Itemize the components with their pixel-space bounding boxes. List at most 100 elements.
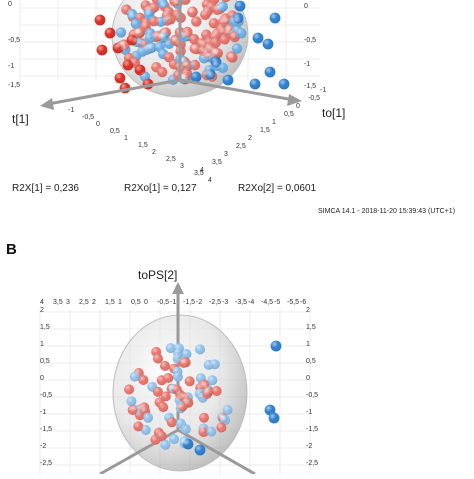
software-footer: SIMCA 14.1 - 2018-11-20 15:39:43 (UTC+1) <box>318 208 455 215</box>
x1-tick-label: -0,5 <box>82 114 94 121</box>
x2-tick-label: 3,5 <box>212 159 222 166</box>
z-tick-label: 0 <box>8 1 12 8</box>
axis-label-to1: to[1] <box>322 106 345 120</box>
z-tick-label: -1 <box>8 63 14 70</box>
point-shade <box>265 67 276 78</box>
point-shade <box>138 375 148 385</box>
x2-tick-label: 1 <box>272 119 276 126</box>
z-tick-label: 0,5 <box>40 358 50 365</box>
point-shade <box>201 30 211 40</box>
point-shade <box>144 9 154 19</box>
z-tick-label: -1 <box>304 61 310 68</box>
z-tick-label: 1 <box>306 341 310 348</box>
point-shade <box>216 423 226 433</box>
point-shade <box>153 354 163 364</box>
panel-label-b: B <box>6 241 17 258</box>
panel-a-points <box>95 0 290 93</box>
point-shade <box>204 360 214 370</box>
point-shade <box>223 405 233 415</box>
point-shade <box>135 65 146 76</box>
point-shade <box>203 6 213 16</box>
z-tick-label: -1,5 <box>306 426 318 433</box>
x2-tick-label: 0 <box>296 103 300 110</box>
stat-r2x-1: R2X[1] = 0,236 <box>12 183 79 194</box>
z-tick-label: -1,5 <box>304 83 316 90</box>
point-shade <box>235 1 246 12</box>
z-tick-label: -2 <box>306 443 312 450</box>
x2-tick-label: 2 <box>248 135 252 142</box>
x-tick-label: 2 <box>92 299 96 306</box>
z-tick-label: -2 <box>40 443 46 450</box>
x-tick-label: 4 <box>40 299 44 306</box>
point-shade <box>128 405 138 415</box>
point-shade <box>191 16 201 26</box>
x1-tick-label: 2,5 <box>166 156 176 163</box>
point-shade <box>131 19 141 29</box>
point-shade <box>130 372 140 382</box>
point-shade <box>163 373 173 383</box>
point-shade <box>105 28 116 39</box>
point-shade <box>182 27 192 37</box>
point-shade <box>143 413 153 423</box>
x1-tick-label: 2 <box>152 149 156 156</box>
x-tick-label: -5 <box>274 299 280 306</box>
z-tick-label: 2 <box>306 307 310 314</box>
point-shade <box>183 439 194 450</box>
point-shade <box>173 367 183 377</box>
x-tick-label: -2,5 <box>209 299 221 306</box>
x-tick-label: -6 <box>300 299 306 306</box>
point-shade <box>271 341 282 352</box>
axis-label-tops2: toPS[2] <box>138 268 177 282</box>
x2-tick-label: 0,5 <box>284 111 294 118</box>
point-shade <box>199 380 209 390</box>
point-shade <box>157 67 167 77</box>
x2-tick-label: -1 <box>320 87 326 94</box>
z-tick-label: -2,5 <box>306 460 318 467</box>
x-tick-label: 3 <box>66 299 70 306</box>
z-tick-label: 0 <box>306 375 310 382</box>
point-shade <box>123 60 134 71</box>
x-tick-label: 2,5 <box>79 299 89 306</box>
point-shade <box>232 43 242 53</box>
point-shade <box>233 13 244 24</box>
z-tick-label: 1,5 <box>306 324 316 331</box>
z-tick-label: 2 <box>40 307 44 314</box>
point-shade <box>206 427 216 437</box>
x1-tick-label: 0,5 <box>110 128 120 135</box>
stat-r2xo-1: R2Xo[1] = 0,127 <box>124 183 197 194</box>
point-shade <box>160 440 170 450</box>
point-shade <box>169 434 179 444</box>
x-tick-label: -4 <box>248 299 254 306</box>
point-shade <box>195 344 205 354</box>
point-shade <box>198 46 208 56</box>
point-shade <box>253 33 264 44</box>
point-shade <box>202 389 212 399</box>
panel-a: t[1] to[1] 0-0,5-1-1,50-0,5-1-1,5-1-0,50… <box>8 0 455 215</box>
point-shade <box>218 1 228 11</box>
x2-tick-label: 2,5 <box>236 143 246 150</box>
point-shade <box>236 28 246 38</box>
point-shade <box>187 7 197 17</box>
point-shade <box>126 396 136 406</box>
point-shade <box>164 52 174 62</box>
point-shade <box>161 391 171 401</box>
point-shade <box>127 9 137 19</box>
x2-tick-label: 4 <box>200 167 204 174</box>
z-tick-label: -0,5 <box>304 37 316 44</box>
x-tick-label: 1 <box>118 299 122 306</box>
x1-tick-label: 1 <box>124 135 128 142</box>
point-shade <box>113 43 124 54</box>
z-tick-label: 1 <box>40 341 44 348</box>
x2-tick-label: 3 <box>224 151 228 158</box>
z-tick-label: -1 <box>40 409 46 416</box>
point-shade <box>179 392 189 402</box>
point-shade <box>212 386 222 396</box>
x-tick-label: -1 <box>170 299 176 306</box>
x1-tick-label: -1 <box>68 107 74 114</box>
point-shade <box>176 419 186 429</box>
x-tick-label: 1,5 <box>105 299 115 306</box>
point-shade <box>185 376 195 386</box>
